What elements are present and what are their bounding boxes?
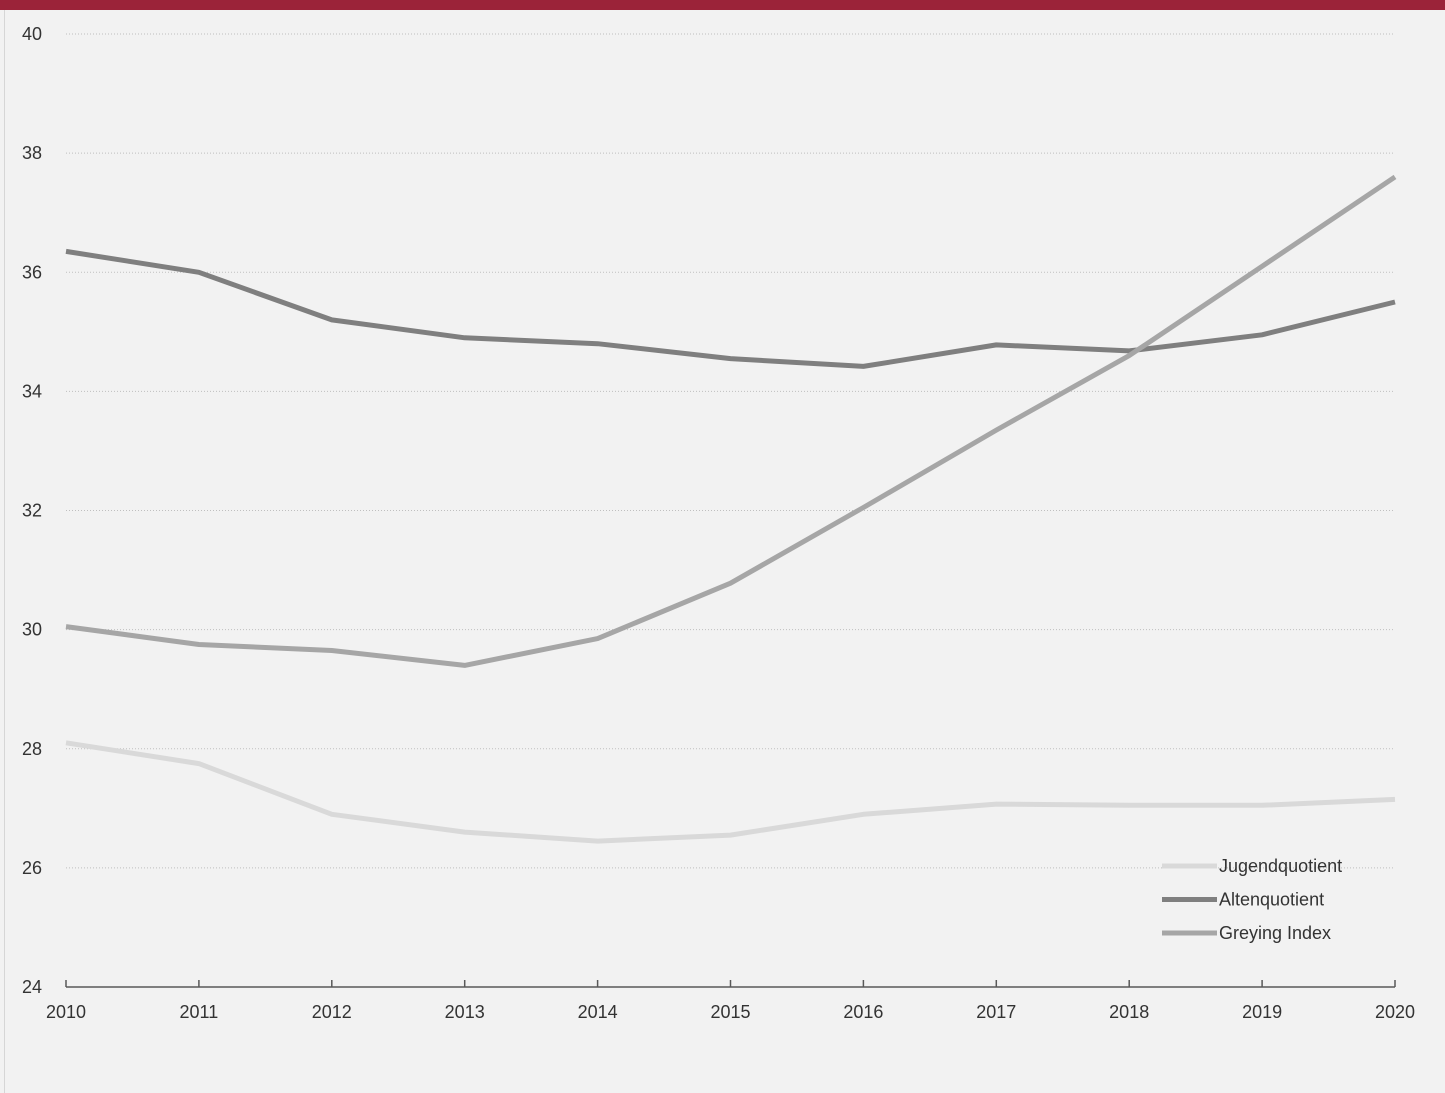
header-bar [0, 0, 1445, 10]
series-lines [65, 174, 1397, 844]
x-tick-label: 2010 [46, 1002, 86, 1022]
y-axis-ticks: 24 26 28 30 32 34 36 38 40 [22, 24, 42, 997]
y-tick-label: 32 [22, 501, 42, 521]
x-tick-label: 2017 [976, 1002, 1016, 1022]
x-tick-label: 2016 [843, 1002, 883, 1022]
x-tick-label: 2020 [1375, 1002, 1415, 1022]
x-tick-label: 2013 [445, 1002, 485, 1022]
series-line-3 [65, 174, 1397, 668]
left-border [4, 10, 5, 1093]
x-tick-label: 2018 [1109, 1002, 1149, 1022]
y-tick-label: 24 [22, 977, 42, 997]
y-tick-label: 34 [22, 381, 42, 401]
x-axis-ticks: 2010 2011 2012 2013 2014 2015 2016 2017 2018 2019… [46, 980, 1415, 1022]
x-tick-label: 2019 [1242, 1002, 1282, 1022]
y-tick-label: 30 [22, 620, 42, 640]
y-tick-label: 40 [22, 24, 42, 44]
legend: Jugendquotient Altenquotient Greying Index [1162, 856, 1342, 943]
y-tick-label: 38 [22, 143, 42, 163]
y-tick-label: 36 [22, 262, 42, 282]
legend-label: Greying Index [1219, 923, 1331, 943]
x-tick-label: 2015 [710, 1002, 750, 1022]
series-line-2 [65, 248, 1396, 369]
gridlines [66, 33, 1395, 869]
x-tick-label: 2014 [578, 1002, 618, 1022]
y-tick-label: 26 [22, 858, 42, 878]
y-tick-label: 28 [22, 739, 42, 759]
legend-label: Altenquotient [1219, 890, 1324, 910]
legend-label: Jugendquotient [1219, 856, 1342, 876]
series-line-1 [65, 740, 1396, 844]
x-tick-label: 2012 [312, 1002, 352, 1022]
x-tick-label: 2011 [180, 1002, 219, 1022]
